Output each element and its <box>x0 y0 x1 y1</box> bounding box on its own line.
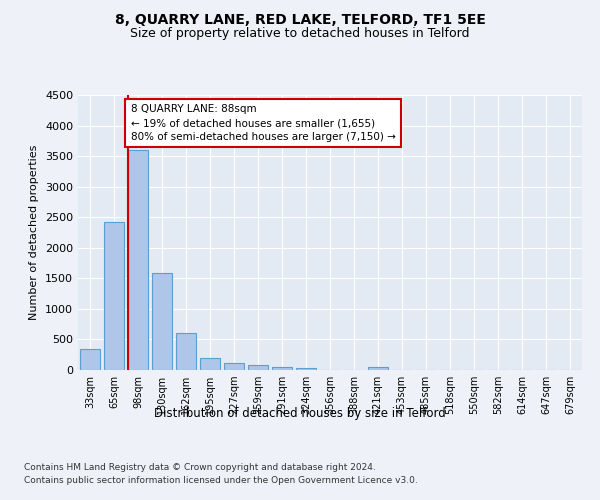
Text: 8 QUARRY LANE: 88sqm
← 19% of detached houses are smaller (1,655)
80% of semi-de: 8 QUARRY LANE: 88sqm ← 19% of detached h… <box>131 104 395 142</box>
Bar <box>296 368 316 370</box>
Bar <box>152 274 172 370</box>
Bar <box>200 358 220 370</box>
Bar <box>224 364 244 370</box>
Y-axis label: Number of detached properties: Number of detached properties <box>29 145 40 320</box>
Bar <box>176 334 196 370</box>
Bar <box>368 366 388 370</box>
Bar <box>272 367 292 370</box>
Bar <box>104 222 124 370</box>
Text: 8, QUARRY LANE, RED LAKE, TELFORD, TF1 5EE: 8, QUARRY LANE, RED LAKE, TELFORD, TF1 5… <box>115 12 485 26</box>
Bar <box>80 348 100 370</box>
Bar <box>128 150 148 370</box>
Text: Distribution of detached houses by size in Telford: Distribution of detached houses by size … <box>154 408 446 420</box>
Bar <box>248 366 268 370</box>
Text: Contains public sector information licensed under the Open Government Licence v3: Contains public sector information licen… <box>24 476 418 485</box>
Text: Contains HM Land Registry data © Crown copyright and database right 2024.: Contains HM Land Registry data © Crown c… <box>24 462 376 471</box>
Text: Size of property relative to detached houses in Telford: Size of property relative to detached ho… <box>130 28 470 40</box>
